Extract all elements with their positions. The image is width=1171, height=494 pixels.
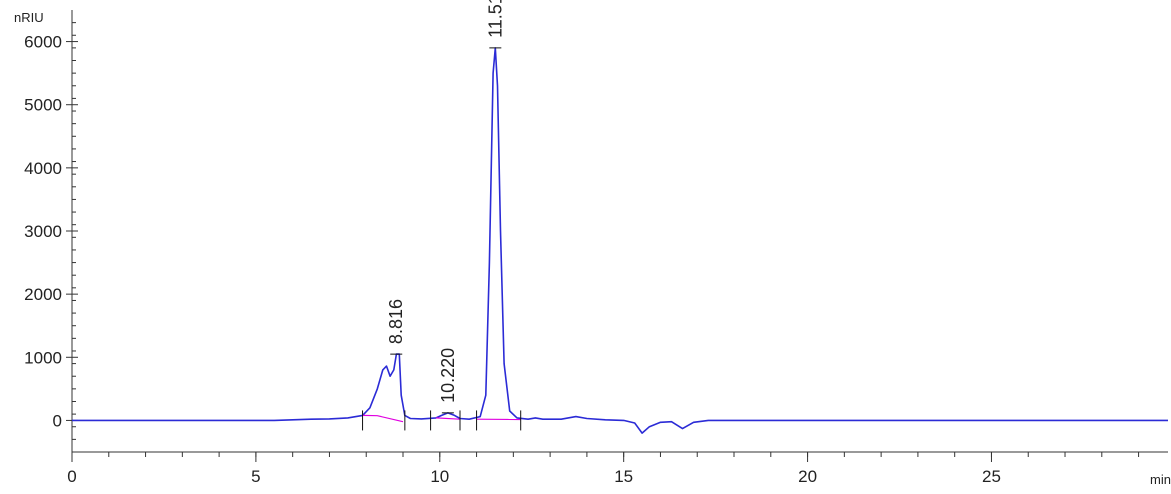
baseline-segment: [363, 415, 403, 421]
y-tick-label: 6000: [24, 33, 62, 52]
series-layer: [72, 48, 1168, 433]
y-tick-label: 1000: [24, 348, 62, 367]
axes: 0 1000 2000 3000 4000 5000 6000 0 5 10 15 20 25: [24, 10, 1168, 486]
x-axis-label: min: [1150, 472, 1171, 487]
signal-trace: [72, 48, 1168, 433]
x-tick-label: 25: [982, 467, 1001, 486]
y-tick-label: 2000: [24, 285, 62, 304]
peak-label: 10.220: [438, 348, 458, 403]
x-tick-label: 15: [614, 467, 633, 486]
x-tick-label: 10: [430, 467, 449, 486]
x-tick-label: 0: [67, 467, 76, 486]
y-axis-label: nRIU: [14, 10, 44, 25]
y-tick-label: 5000: [24, 96, 62, 115]
peak-label: 11.510: [485, 0, 505, 38]
integration-marks: [363, 410, 521, 430]
x-tick-label: 20: [798, 467, 817, 486]
x-tick-label: 5: [251, 467, 260, 486]
y-tick-label: 0: [53, 411, 62, 430]
y-tick-label: 4000: [24, 159, 62, 178]
y-tick-label: 3000: [24, 222, 62, 241]
peak-label: 8.816: [386, 299, 406, 344]
baseline-segment: [436, 418, 460, 419]
